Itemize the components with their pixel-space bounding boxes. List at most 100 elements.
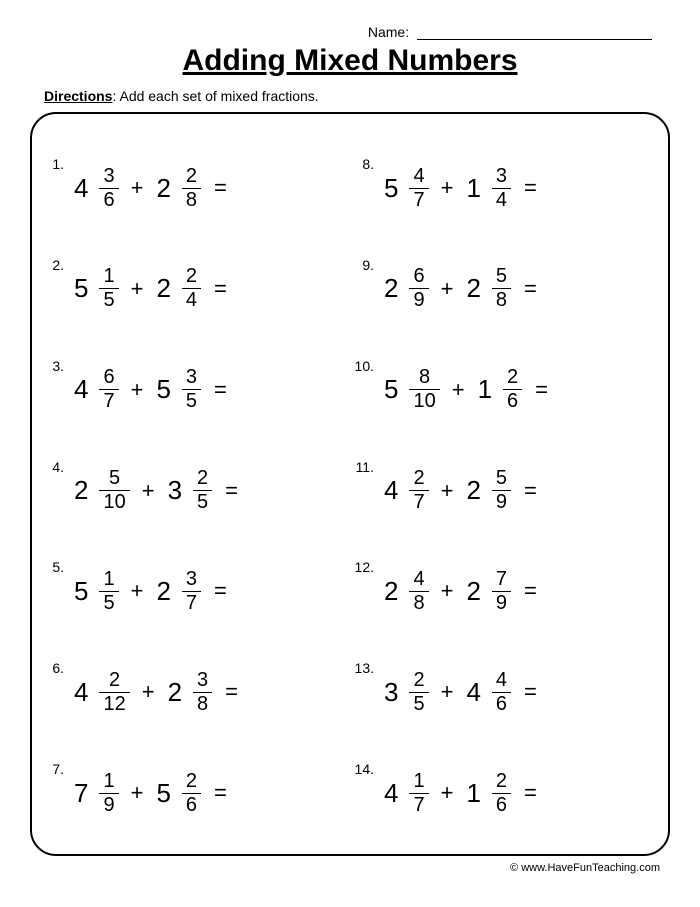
denominator: 4 xyxy=(182,288,201,311)
whole-a: 4 xyxy=(380,475,400,506)
whole-b: 5 xyxy=(152,778,172,809)
plus-operator: + xyxy=(128,377,147,403)
problem-number: 4. xyxy=(40,441,70,475)
denominator: 9 xyxy=(99,793,118,816)
problem-number: 3. xyxy=(40,340,70,374)
numerator: 6 xyxy=(409,266,428,288)
fraction-a: 25 xyxy=(406,670,431,715)
denominator: 9 xyxy=(492,490,511,513)
whole-a: 5 xyxy=(380,374,400,405)
denominator: 7 xyxy=(409,188,428,211)
fraction-a: 47 xyxy=(406,166,431,211)
fraction-b: 26 xyxy=(500,367,525,412)
whole-a: 4 xyxy=(70,374,90,405)
problem: 7.719+526= xyxy=(40,743,350,843)
expression: 417+126= xyxy=(380,771,537,816)
problem-number: 9. xyxy=(350,239,380,273)
denominator: 5 xyxy=(193,490,212,513)
equals-sign: = xyxy=(520,175,537,201)
name-input-line[interactable] xyxy=(417,39,652,40)
problem: 10.5810+126= xyxy=(350,340,660,440)
fraction-b: 79 xyxy=(489,569,514,614)
plus-operator: + xyxy=(128,175,147,201)
numerator: 4 xyxy=(409,166,428,188)
whole-b: 4 xyxy=(462,677,482,708)
numerator: 5 xyxy=(492,468,511,490)
problem: 11.427+259= xyxy=(350,441,660,541)
fraction-a: 67 xyxy=(96,367,121,412)
numerator: 5 xyxy=(492,266,511,288)
problem: 5.515+237= xyxy=(40,541,350,641)
problem-number: 7. xyxy=(40,743,70,777)
whole-b: 1 xyxy=(462,778,482,809)
problem: 14.417+126= xyxy=(350,743,660,843)
denominator: 6 xyxy=(492,692,511,715)
whole-a: 5 xyxy=(70,273,90,304)
denominator: 7 xyxy=(409,490,428,513)
equals-sign: = xyxy=(531,377,548,403)
whole-a: 3 xyxy=(380,677,400,708)
problem-number: 10. xyxy=(350,340,380,374)
plus-operator: + xyxy=(139,478,158,504)
whole-b: 2 xyxy=(152,273,172,304)
whole-b: 1 xyxy=(462,173,482,204)
name-row: Name: xyxy=(30,24,670,40)
whole-b: 2 xyxy=(164,677,184,708)
denominator: 9 xyxy=(409,288,428,311)
fraction-a: 810 xyxy=(406,367,442,412)
denominator: 10 xyxy=(99,490,129,513)
numerator: 2 xyxy=(492,771,511,793)
denominator: 6 xyxy=(182,793,201,816)
whole-a: 4 xyxy=(70,677,90,708)
expression: 515+224= xyxy=(70,266,227,311)
expression: 269+258= xyxy=(380,266,537,311)
fraction-a: 510 xyxy=(96,468,132,513)
denominator: 4 xyxy=(492,188,511,211)
expression: 325+446= xyxy=(380,670,537,715)
expression: 515+237= xyxy=(70,569,227,614)
whole-b: 1 xyxy=(474,374,494,405)
plus-operator: + xyxy=(438,578,457,604)
denominator: 5 xyxy=(99,288,118,311)
numerator: 1 xyxy=(99,266,118,288)
denominator: 6 xyxy=(503,389,522,412)
whole-a: 2 xyxy=(380,576,400,607)
denominator: 6 xyxy=(492,793,511,816)
expression: 436+228= xyxy=(70,166,227,211)
equals-sign: = xyxy=(520,780,537,806)
plus-operator: + xyxy=(139,679,158,705)
numerator: 1 xyxy=(99,771,118,793)
denominator: 7 xyxy=(409,793,428,816)
whole-a: 4 xyxy=(380,778,400,809)
problem: 1.436+228= xyxy=(40,138,350,238)
equals-sign: = xyxy=(210,578,227,604)
fraction-b: 46 xyxy=(489,670,514,715)
problem-number: 5. xyxy=(40,541,70,575)
numerator: 8 xyxy=(415,367,434,389)
whole-b: 2 xyxy=(152,576,172,607)
problem-number: 14. xyxy=(350,743,380,777)
numerator: 2 xyxy=(193,468,212,490)
directions-label: Directions xyxy=(44,88,112,104)
expression: 248+279= xyxy=(380,569,537,614)
problem-number: 11. xyxy=(350,441,380,475)
equals-sign: = xyxy=(210,377,227,403)
numerator: 6 xyxy=(99,367,118,389)
fraction-a: 212 xyxy=(96,670,132,715)
fraction-b: 37 xyxy=(179,569,204,614)
whole-b: 3 xyxy=(164,475,184,506)
problem-number: 1. xyxy=(40,138,70,172)
denominator: 12 xyxy=(99,692,129,715)
fraction-b: 59 xyxy=(489,468,514,513)
plus-operator: + xyxy=(128,780,147,806)
expression: 547+134= xyxy=(380,166,537,211)
denominator: 8 xyxy=(492,288,511,311)
problem-number: 13. xyxy=(350,642,380,676)
denominator: 9 xyxy=(492,591,511,614)
whole-a: 4 xyxy=(70,173,90,204)
denominator: 5 xyxy=(182,389,201,412)
fraction-a: 69 xyxy=(406,266,431,311)
denominator: 8 xyxy=(409,591,428,614)
denominator: 8 xyxy=(182,188,201,211)
footer-credit: © www.HaveFunTeaching.com xyxy=(30,856,670,874)
